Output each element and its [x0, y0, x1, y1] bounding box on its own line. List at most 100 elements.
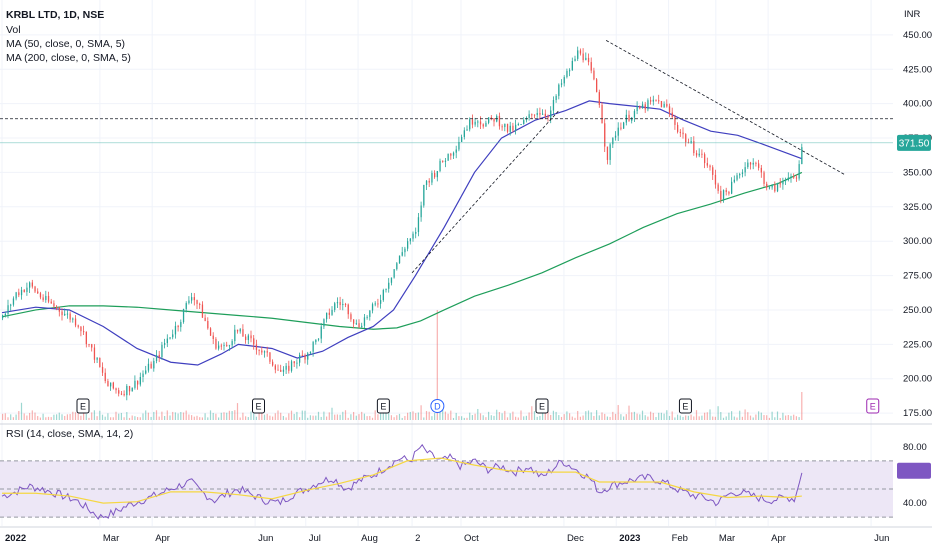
- volume-bar: [199, 417, 201, 420]
- volume-bar: [544, 412, 546, 420]
- volume-bar: [628, 405, 630, 420]
- candle-body: [93, 347, 96, 360]
- candle-body: [434, 173, 436, 178]
- candle-body: [498, 115, 501, 127]
- volume-bar: [307, 417, 309, 420]
- candle-body: [671, 112, 673, 118]
- candle-body: [315, 339, 317, 343]
- volume-bar: [361, 411, 363, 420]
- candle-body: [555, 95, 557, 100]
- volume-bar: [150, 416, 152, 420]
- candle-body: [66, 313, 69, 315]
- volume-bar: [779, 417, 781, 420]
- earnings-marker[interactable]: E: [866, 398, 880, 414]
- earnings-marker[interactable]: E: [376, 398, 390, 414]
- candle-body: [104, 372, 106, 382]
- candle-body: [579, 50, 582, 54]
- candle-body: [37, 291, 39, 294]
- volume-bar: [145, 410, 147, 420]
- volume-bar: [709, 409, 711, 420]
- candle-body: [558, 84, 560, 96]
- candle-body: [374, 303, 376, 305]
- volume-bar: [693, 416, 695, 420]
- volume-bar: [137, 417, 139, 420]
- volume-bar: [434, 413, 436, 420]
- volume-bar: [785, 415, 787, 420]
- candle-body: [31, 282, 33, 287]
- earnings-marker[interactable]: E: [535, 398, 549, 414]
- candle-body: [455, 149, 457, 153]
- candle-body: [552, 99, 555, 111]
- volume-bar: [682, 416, 684, 420]
- candle-body: [255, 344, 258, 350]
- volume-bar: [110, 417, 112, 420]
- candle-body: [652, 99, 654, 102]
- volume-bar: [312, 415, 314, 420]
- volume-bar: [344, 410, 347, 420]
- candle-body: [185, 303, 187, 309]
- time-axis[interactable]: 2022 Mar Apr Jun Jul Aug 2 Oct Dec 2023 Feb Mar Apr J…: [5, 533, 889, 544]
- dividend-marker[interactable]: D: [430, 399, 445, 413]
- volume-bar: [196, 415, 198, 420]
- volume-bar: [7, 417, 9, 420]
- event-marker-label: E: [539, 402, 545, 412]
- candle-body: [617, 127, 619, 136]
- volume-bar: [155, 410, 158, 420]
- candle-body: [528, 114, 530, 118]
- candle-body: [736, 175, 738, 180]
- volume-bar: [10, 414, 12, 420]
- volume-bar: [231, 411, 233, 420]
- time-tick-label: Oct: [464, 533, 479, 544]
- volume-bar: [388, 412, 390, 420]
- volume-bar: [326, 416, 328, 420]
- volume-bar: [407, 412, 409, 420]
- candle-body: [120, 393, 123, 395]
- candle-body: [112, 382, 114, 389]
- candle-body: [636, 106, 638, 112]
- candle-body: [182, 308, 185, 323]
- volume-bar: [253, 412, 255, 420]
- candle-body: [760, 167, 762, 173]
- candle-body: [307, 353, 309, 360]
- candle-body: [798, 164, 800, 179]
- candle-body: [444, 160, 447, 162]
- candle-body: [347, 304, 349, 315]
- volume-bar: [118, 413, 120, 420]
- volume-bar: [58, 412, 60, 420]
- candle-body: [477, 121, 479, 123]
- candle-body: [758, 163, 760, 168]
- candle-body: [323, 319, 325, 327]
- time-tick-label: Mar: [103, 533, 119, 544]
- volume-bar: [582, 415, 584, 420]
- volume-bar: [258, 412, 260, 420]
- candle-body: [196, 300, 198, 304]
- volume-bar: [450, 410, 452, 420]
- earnings-marker[interactable]: E: [678, 398, 692, 414]
- candle-body: [166, 338, 168, 344]
- volume-bar: [463, 417, 465, 420]
- earnings-marker[interactable]: E: [76, 398, 90, 414]
- candle-body: [714, 174, 717, 185]
- candle-body: [131, 387, 133, 392]
- candle-body: [110, 382, 112, 387]
- candle-body: [99, 357, 101, 367]
- time-tick-label: Jul: [309, 533, 321, 544]
- candle-body: [155, 354, 158, 361]
- volume-bar: [404, 416, 406, 420]
- volume-bar: [31, 410, 33, 420]
- candle-body: [42, 297, 44, 300]
- candle-body: [566, 70, 568, 78]
- volume-bar: [101, 414, 104, 420]
- candle-body: [593, 70, 595, 80]
- candle-body: [358, 323, 360, 328]
- volume-bar: [12, 417, 14, 420]
- candle-body: [776, 183, 779, 192]
- volume-bar: [88, 417, 90, 420]
- candle-body: [517, 124, 519, 126]
- candle-body: [10, 304, 12, 306]
- earnings-marker[interactable]: E: [252, 398, 265, 414]
- candle-body: [466, 129, 468, 131]
- volume-bar: [555, 411, 557, 420]
